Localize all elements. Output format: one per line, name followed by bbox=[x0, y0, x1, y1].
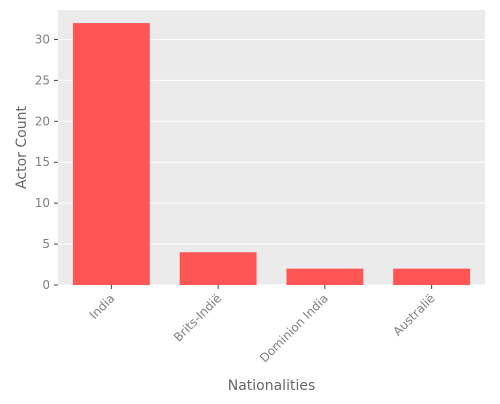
x-tick-label: Australië bbox=[390, 291, 437, 338]
y-tick-label: 5 bbox=[42, 237, 50, 251]
bars bbox=[72, 23, 471, 285]
x-axis-label: Nationalities bbox=[228, 378, 316, 394]
bar-australi- bbox=[393, 268, 471, 285]
bar-india bbox=[72, 23, 150, 285]
x-axis-ticks: India Brits-Indië Dominion India Australië bbox=[87, 285, 438, 365]
y-tick-label: 0 bbox=[42, 278, 50, 292]
bar-brits-indi- bbox=[179, 252, 257, 285]
y-tick-label: 30 bbox=[35, 32, 50, 46]
y-axis-ticks: 0 5 10 15 20 25 30 bbox=[35, 32, 58, 292]
y-tick-label: 15 bbox=[35, 155, 50, 169]
y-tick-label: 25 bbox=[35, 73, 50, 87]
y-axis-label: Actor Count bbox=[14, 106, 30, 189]
y-tick-label: 20 bbox=[35, 114, 50, 128]
x-tick-label: Dominion India bbox=[257, 291, 331, 365]
x-tick-label: Brits-Indië bbox=[171, 291, 224, 344]
x-tick-label: India bbox=[87, 291, 118, 322]
bar-dominion-india bbox=[286, 268, 364, 285]
y-tick-label: 10 bbox=[35, 196, 50, 210]
